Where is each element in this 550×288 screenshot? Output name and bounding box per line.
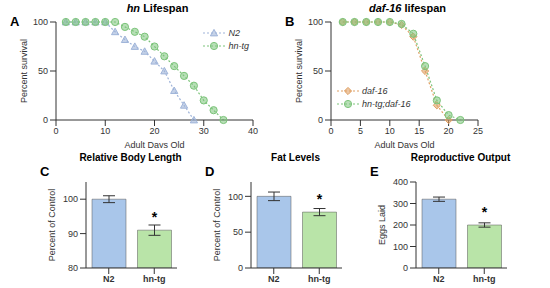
html-text:daf-16: daf-16 — [362, 85, 388, 96]
svg-text:80: 80 — [68, 263, 78, 273]
html-text:E: E — [370, 164, 379, 179]
svg-text:50: 50 — [233, 227, 243, 237]
svg-text:0: 0 — [403, 263, 408, 273]
svg-text:15: 15 — [414, 126, 424, 136]
svg-text:Percent of Control: Percent of Control — [212, 189, 222, 262]
html-text:B: B — [285, 14, 295, 29]
html-text:A: A — [10, 14, 20, 29]
html-text:hn-tg;daf-16: hn-tg;daf-16 — [362, 98, 411, 109]
svg-text:N2: N2 — [433, 274, 445, 284]
svg-text:10: 10 — [100, 126, 110, 136]
svg-text:Percent survival: Percent survival — [294, 39, 304, 103]
svg-text:200: 200 — [393, 220, 408, 230]
svg-text:400: 400 — [393, 177, 408, 187]
svg-text:300: 300 — [393, 199, 408, 209]
svg-text:20: 20 — [149, 126, 159, 136]
html-text:hn Lifespan: hn Lifespan — [126, 2, 189, 14]
html-text:N2: N2 — [228, 27, 240, 38]
svg-text:20: 20 — [444, 126, 454, 136]
svg-text:100: 100 — [228, 192, 243, 202]
html-text:D: D — [205, 164, 215, 179]
svg-text:0: 0 — [53, 126, 58, 136]
html-text:Reproductive Output: Reproductive Output — [410, 152, 511, 163]
svg-text:0: 0 — [238, 263, 243, 273]
html-text:hn-tg: hn-tg — [228, 40, 249, 51]
svg-text:30: 30 — [199, 126, 209, 136]
svg-text:*: * — [482, 204, 488, 220]
svg-text:*: * — [317, 191, 323, 207]
svg-text:Percent of Control: Percent of Control — [47, 189, 57, 262]
svg-text:0: 0 — [43, 115, 48, 125]
svg-text:25: 25 — [473, 126, 483, 136]
svg-text:Eggs Laid: Eggs Laid — [377, 205, 387, 245]
svg-text:N2: N2 — [268, 274, 280, 284]
html-text:Fat Levels: Fat Levels — [271, 152, 320, 163]
svg-text:hn-tg: hn-tg — [308, 274, 331, 284]
svg-text:100: 100 — [308, 17, 323, 27]
svg-text:100: 100 — [33, 17, 48, 27]
svg-text:100: 100 — [393, 242, 408, 252]
html-text:daf-16 lifespan: daf-16 lifespan — [369, 2, 446, 14]
html-text:Relative Body Length: Relative Body Length — [79, 152, 182, 163]
svg-text:hn-tg: hn-tg — [143, 274, 166, 284]
svg-text:90: 90 — [68, 229, 78, 239]
svg-text:Adult Days Old: Adult Days Old — [374, 140, 434, 148]
svg-text:0: 0 — [328, 126, 333, 136]
svg-text:100: 100 — [63, 194, 78, 204]
svg-text:40: 40 — [248, 126, 258, 136]
svg-text:hn-tg: hn-tg — [473, 274, 496, 284]
svg-text:N2: N2 — [103, 274, 115, 284]
svg-text:Adult Days Old: Adult Days Old — [124, 140, 184, 148]
svg-text:50: 50 — [313, 66, 323, 76]
svg-text:10: 10 — [385, 126, 395, 136]
html-text:C: C — [40, 164, 50, 179]
svg-text:0: 0 — [318, 115, 323, 125]
svg-text:Percent survival: Percent survival — [19, 39, 29, 103]
svg-text:*: * — [152, 209, 158, 225]
svg-text:50: 50 — [38, 66, 48, 76]
svg-text:5: 5 — [358, 126, 363, 136]
